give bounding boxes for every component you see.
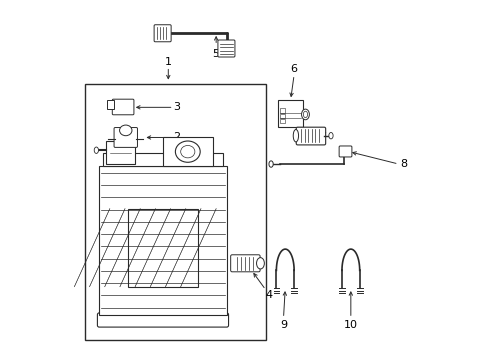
FancyBboxPatch shape	[218, 40, 234, 57]
FancyBboxPatch shape	[154, 25, 171, 42]
Ellipse shape	[256, 258, 264, 269]
Text: 9: 9	[279, 320, 286, 330]
Text: 5: 5	[212, 49, 219, 59]
Bar	[107, 100, 114, 109]
Ellipse shape	[268, 161, 273, 167]
Ellipse shape	[175, 141, 200, 162]
Ellipse shape	[181, 145, 195, 158]
Bar	[106, 141, 134, 164]
FancyBboxPatch shape	[114, 127, 137, 147]
Text: 2: 2	[173, 132, 181, 143]
Bar	[85, 84, 265, 339]
Ellipse shape	[328, 132, 332, 139]
FancyBboxPatch shape	[296, 127, 325, 145]
Ellipse shape	[119, 125, 132, 136]
Ellipse shape	[301, 109, 309, 120]
Bar	[279, 108, 285, 113]
Text: 8: 8	[400, 159, 407, 169]
FancyBboxPatch shape	[97, 313, 228, 327]
Text: 4: 4	[265, 290, 272, 300]
Text: 7: 7	[318, 132, 325, 142]
Bar	[278, 100, 303, 127]
Text: 1: 1	[164, 57, 171, 67]
FancyBboxPatch shape	[230, 255, 260, 272]
FancyBboxPatch shape	[112, 99, 134, 115]
Ellipse shape	[94, 147, 98, 153]
Bar	[279, 119, 285, 123]
Ellipse shape	[303, 111, 307, 118]
Text: 10: 10	[343, 320, 357, 330]
Text: 3: 3	[173, 102, 180, 112]
Text: 6: 6	[290, 64, 297, 74]
Bar	[163, 138, 212, 166]
Bar	[99, 166, 226, 315]
Bar	[127, 209, 198, 287]
FancyBboxPatch shape	[339, 146, 351, 157]
Bar	[279, 114, 285, 118]
Ellipse shape	[293, 130, 298, 142]
Bar	[102, 153, 223, 166]
